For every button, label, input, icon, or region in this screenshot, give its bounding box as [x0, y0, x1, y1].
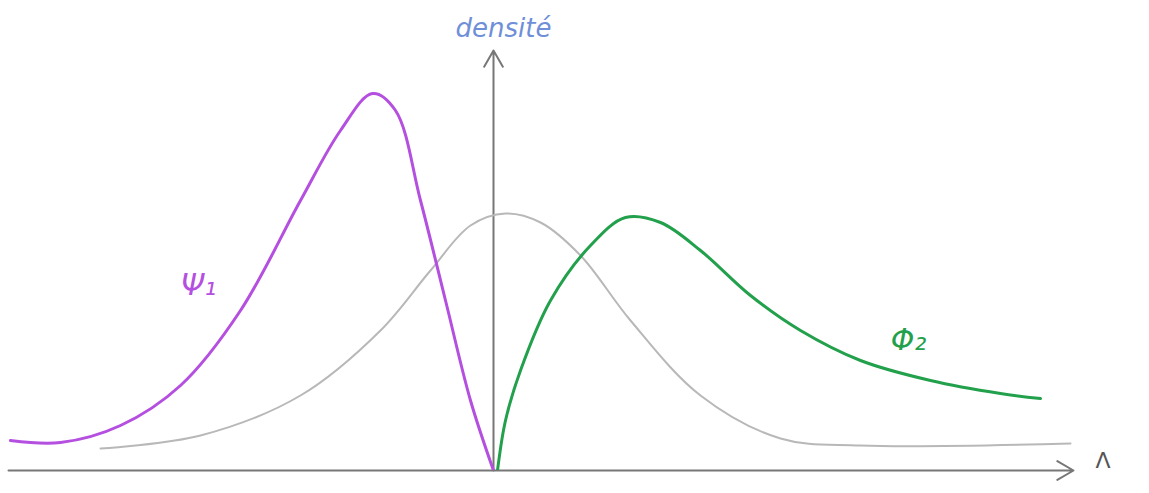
svg-text:Φ₂: Φ₂ — [891, 322, 927, 357]
svg-text:Ψ₁: Ψ₁ — [181, 267, 217, 302]
svg-text:densité: densité — [456, 13, 552, 43]
svg-text:Λ: Λ — [1096, 448, 1111, 473]
